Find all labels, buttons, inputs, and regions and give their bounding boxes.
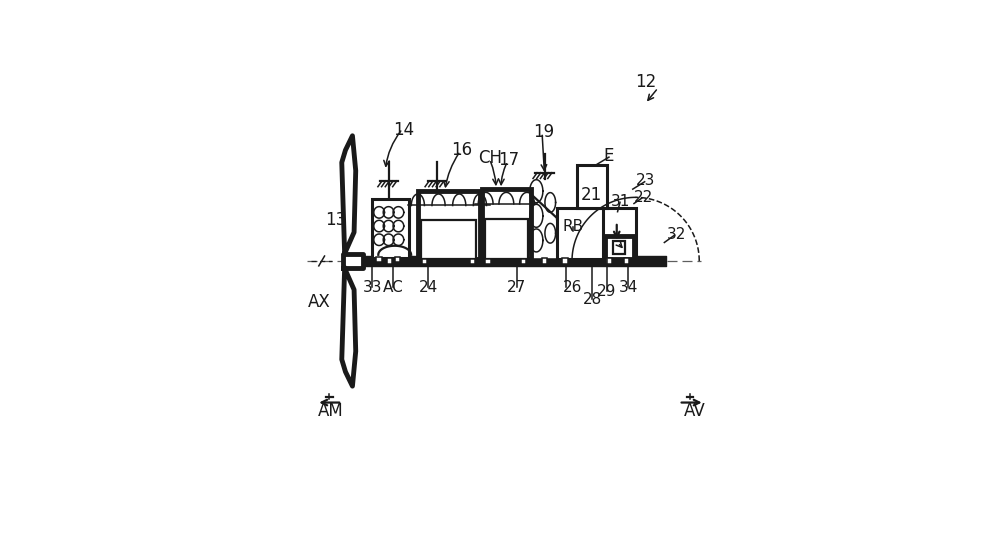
Text: 22: 22 bbox=[633, 190, 653, 205]
Text: 17: 17 bbox=[498, 151, 519, 169]
Text: E: E bbox=[604, 147, 614, 165]
Text: 31: 31 bbox=[610, 194, 630, 209]
Text: 23: 23 bbox=[636, 173, 656, 189]
Bar bbox=[387, 259, 392, 264]
Text: AM: AM bbox=[318, 402, 344, 420]
Bar bbox=[624, 259, 629, 264]
Text: CH: CH bbox=[478, 149, 502, 167]
Bar bbox=[470, 259, 475, 264]
Bar bbox=[395, 257, 400, 262]
Bar bbox=[606, 259, 612, 264]
Bar bbox=[376, 257, 382, 262]
Text: 21: 21 bbox=[581, 187, 602, 204]
Text: 24: 24 bbox=[419, 280, 438, 295]
Text: 19: 19 bbox=[533, 123, 554, 141]
Bar bbox=[577, 165, 607, 207]
Text: 33: 33 bbox=[362, 280, 382, 295]
Text: RB: RB bbox=[563, 219, 584, 233]
Bar bbox=[421, 220, 476, 260]
Text: 26: 26 bbox=[563, 280, 583, 295]
Text: 13: 13 bbox=[325, 211, 347, 229]
Bar bbox=[562, 259, 568, 264]
Bar bbox=[418, 191, 480, 260]
Text: AV: AV bbox=[684, 402, 706, 420]
Bar bbox=[422, 259, 427, 264]
Polygon shape bbox=[342, 136, 356, 254]
Bar bbox=[605, 236, 634, 260]
Text: 29: 29 bbox=[597, 284, 617, 299]
Text: 14: 14 bbox=[393, 120, 414, 139]
Text: 16: 16 bbox=[451, 141, 472, 159]
Bar bbox=[542, 259, 547, 264]
Polygon shape bbox=[343, 254, 363, 268]
Text: 12: 12 bbox=[635, 74, 657, 92]
Bar bbox=[603, 208, 636, 260]
Bar bbox=[485, 219, 528, 260]
Bar bbox=[521, 259, 526, 264]
Bar bbox=[557, 208, 615, 260]
Polygon shape bbox=[528, 195, 561, 260]
Text: 27: 27 bbox=[507, 280, 526, 295]
Text: AC: AC bbox=[383, 280, 404, 295]
Text: 28: 28 bbox=[582, 293, 602, 308]
Bar bbox=[372, 199, 409, 257]
Bar bbox=[482, 189, 531, 260]
Bar bbox=[485, 259, 491, 264]
Text: 32: 32 bbox=[667, 227, 686, 242]
Polygon shape bbox=[342, 268, 356, 386]
Text: 34: 34 bbox=[619, 280, 638, 295]
Bar bbox=[613, 241, 625, 254]
Text: AX: AX bbox=[307, 293, 330, 311]
